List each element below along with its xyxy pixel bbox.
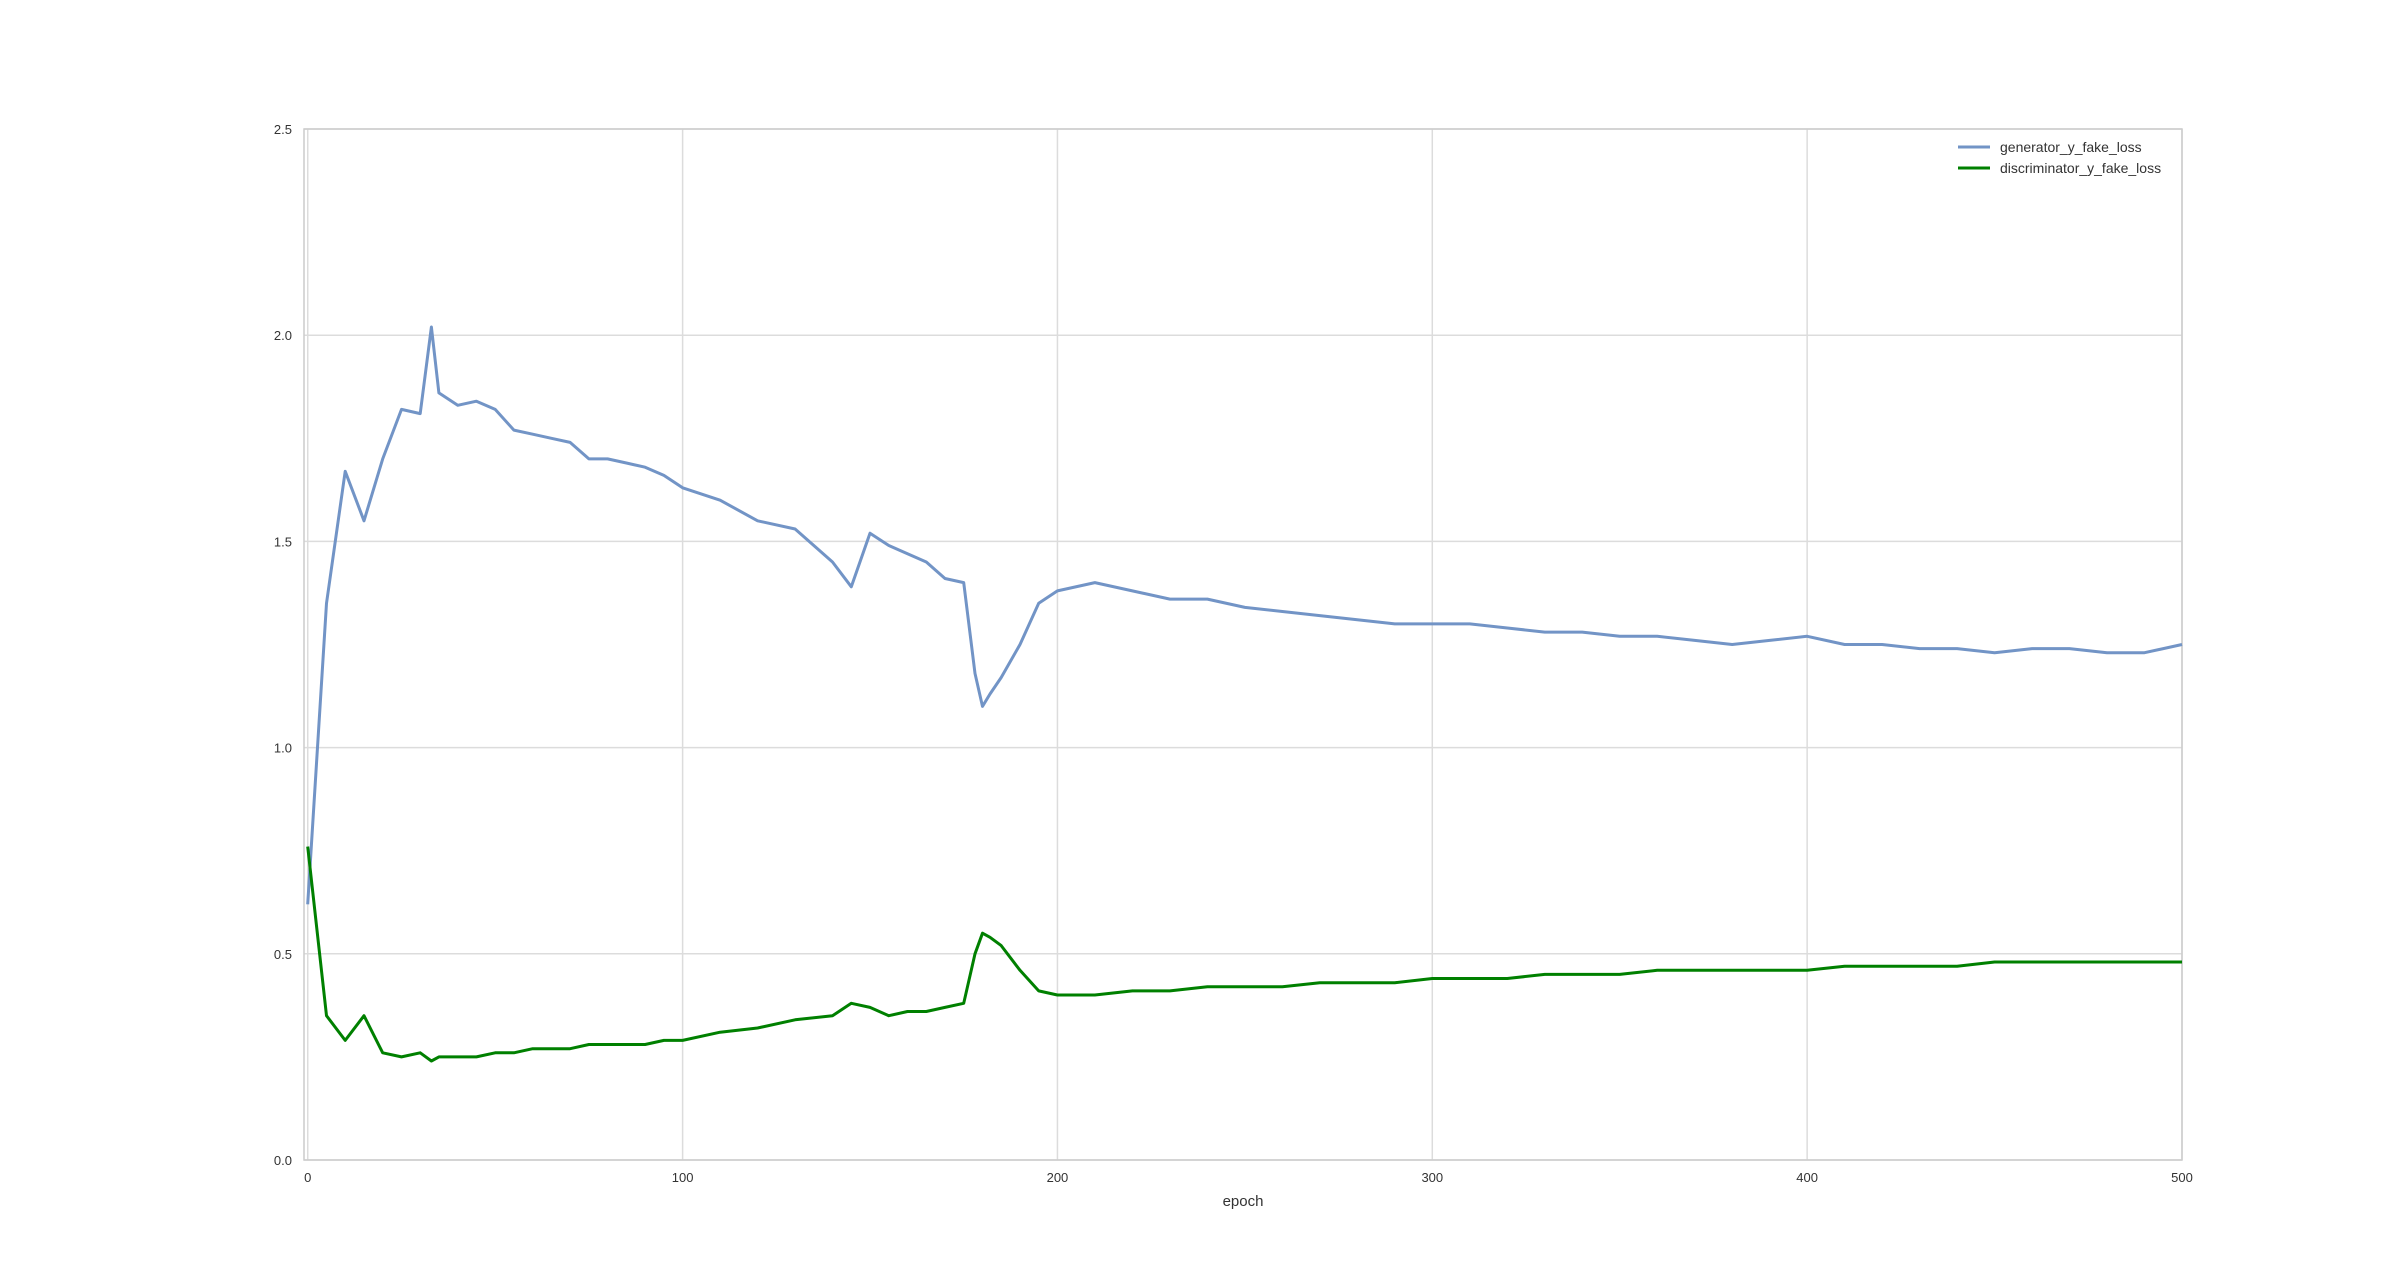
grid-lines	[304, 128, 2183, 1161]
legend: generator_y_fake_loss discriminator_y_fak…	[1958, 139, 2161, 176]
x-tick-label: 300	[1421, 1170, 1443, 1185]
y-tick-label: 1.5	[274, 534, 292, 549]
legend-label: discriminator_y_fake_loss	[2000, 160, 2161, 176]
series-line-discriminator-y-fake-loss	[306, 846, 2182, 1063]
y-tick-label: 0.5	[274, 947, 292, 962]
x-tick-label: 0	[304, 1170, 311, 1185]
plot-area-frame	[303, 128, 2183, 1161]
y-tick-label: 0.0	[274, 1153, 292, 1168]
y-tick-label: 2.5	[274, 122, 292, 137]
series-line-generator-y-fake-loss	[306, 325, 2183, 905]
y-tick-label: 2.0	[274, 328, 292, 343]
y-tick-label: 1.0	[274, 741, 292, 756]
x-axis-label: epoch	[1223, 1193, 1264, 1210]
x-tick-label: 100	[672, 1170, 694, 1185]
tick-labels: 0 100 200 300 400 500 0.0 0.5 1.0 1.5 2.0 2.5	[274, 122, 2193, 1185]
x-tick-label: 200	[1047, 1170, 1069, 1185]
x-tick-label: 500	[2171, 1170, 2193, 1185]
legend-label: generator_y_fake_loss	[2000, 139, 2142, 155]
x-tick-label: 400	[1796, 1170, 1818, 1185]
series-lines	[306, 325, 2183, 1063]
